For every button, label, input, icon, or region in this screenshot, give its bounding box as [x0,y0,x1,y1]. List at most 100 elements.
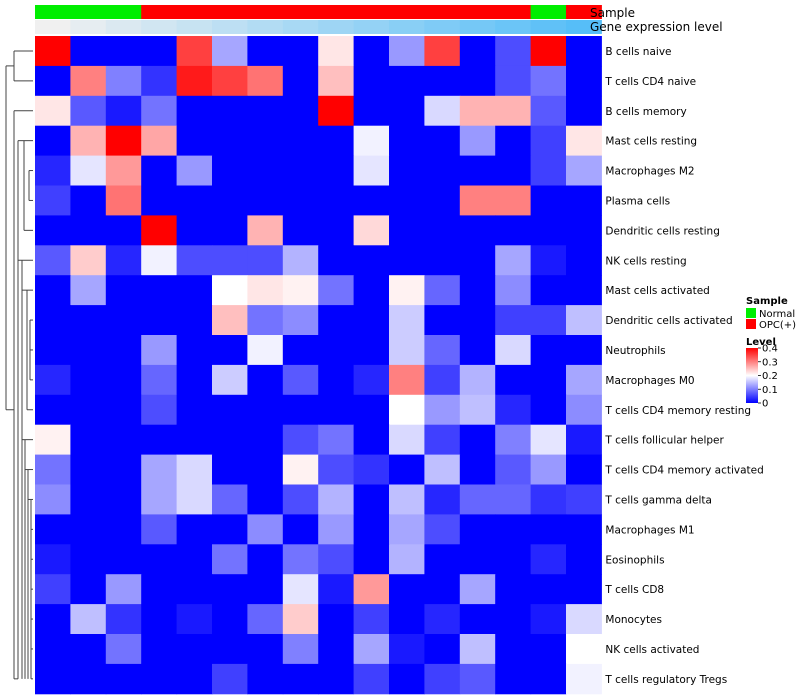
heatmap-cell [495,364,532,396]
level-color-bar [746,348,758,403]
heatmap-cell [70,574,107,605]
heatmap-cell [530,65,567,97]
heatmap-cell [141,663,178,695]
row-label: Macrophages M2 [605,166,694,178]
heatmap-cell [353,663,390,695]
sample-annotation-cell [566,5,602,19]
heatmap-cell [353,305,390,336]
sample-annotation-track [35,5,602,19]
heatmap-cell [70,394,107,426]
heatmap-cell [176,215,213,246]
level-tick-label: 0.1 [762,385,778,396]
heatmap-cell [424,454,461,485]
heatmap-cell [105,215,142,246]
heatmap-cell [70,544,107,575]
heatmap-cell [495,305,532,336]
row-dendrogram [5,50,33,680]
heatmap-cell [212,215,248,246]
heatmap-cell [105,65,142,97]
heatmap-cell [247,155,284,186]
heatmap-cell [247,215,284,246]
gene-expression-annotation-cell [105,20,142,34]
heatmap-cell [247,514,284,545]
heatmap-cell [424,663,461,695]
sample-annotation-cell [389,5,425,19]
heatmap-cell [318,484,355,515]
heatmap-cell [105,574,142,605]
gene-expression-annotation-cell [389,20,425,34]
heatmap-cell [424,634,461,665]
heatmap-cell [495,245,532,276]
row-label: Macrophages M0 [605,375,694,387]
heatmap-cell [141,95,178,127]
heatmap-cell [495,155,532,186]
heatmap-cell [530,454,567,485]
heatmap-cell [176,185,213,216]
heatmap-cell [318,454,355,485]
level-legend-ticks: 0.4 0.3 0.2 0.1 0 [758,344,778,410]
heatmap-cell [389,65,425,97]
heatmap-cell [566,65,602,97]
heatmap-cell [212,185,248,216]
row-label: T cells CD4 naive [604,76,696,88]
heatmap-cell [247,364,284,396]
heatmap-cell [176,634,213,665]
heatmap-cell [389,125,425,157]
heatmap-cell [176,604,213,635]
heatmap-cell [318,65,355,97]
heatmap-cell [141,245,178,276]
sample-annotation-cell [105,5,142,19]
heatmap-cell [105,634,142,665]
heatmap-cell [424,394,461,426]
heatmap-cell [495,574,532,605]
heatmap-cell [459,36,496,67]
heatmap-cell [495,185,532,216]
heatmap-cell [35,394,71,426]
heatmap-cell [141,544,178,575]
heatmap-cell [424,484,461,515]
heatmap-cell [389,95,425,127]
heatmap-cell [176,95,213,127]
heatmap-cell [424,155,461,186]
heatmap-cell [141,335,178,366]
heatmap-cell [282,245,319,276]
heatmap-cell [212,544,248,575]
heatmap-cell [318,185,355,216]
heatmap-cell [530,514,567,545]
heatmap-cell [141,125,178,157]
heatmap-cell [70,514,107,545]
heatmap-cell [566,245,602,276]
heatmap-cell [353,544,390,575]
heatmap-cell [389,155,425,186]
heatmap-cell [495,275,532,306]
heatmap-cell [530,275,567,306]
heatmap-cell [282,544,319,575]
sample-annotation-cell [176,5,213,19]
heatmap-cell [70,36,107,67]
heatmap-cell [212,634,248,665]
heatmap-cell [105,95,142,127]
heatmap-cell [247,36,284,67]
heatmap-cell [530,634,567,665]
heatmap-cell [389,245,425,276]
heatmap-cell [105,245,142,276]
heatmap-cell [282,95,319,127]
gene-expression-annotation-cell [35,20,71,34]
heatmap-cell [566,634,602,665]
row-label: Macrophages M1 [605,524,694,536]
heatmap-cell [495,125,532,157]
heatmap-cell [70,95,107,127]
heatmap-cell [105,484,142,515]
heatmap-cell [176,574,213,605]
heatmap-cell [247,335,284,366]
heatmap-cell [566,364,602,396]
heatmap-cell [318,424,355,456]
row-label: NK cells activated [605,644,699,656]
heatmap-cell [35,335,71,366]
heatmap-cell [530,245,567,276]
heatmap-cell [424,275,461,306]
heatmap-cell [247,65,284,97]
heatmap-cell [318,514,355,545]
heatmap-cell [566,394,602,426]
heatmap-cell [530,574,567,605]
